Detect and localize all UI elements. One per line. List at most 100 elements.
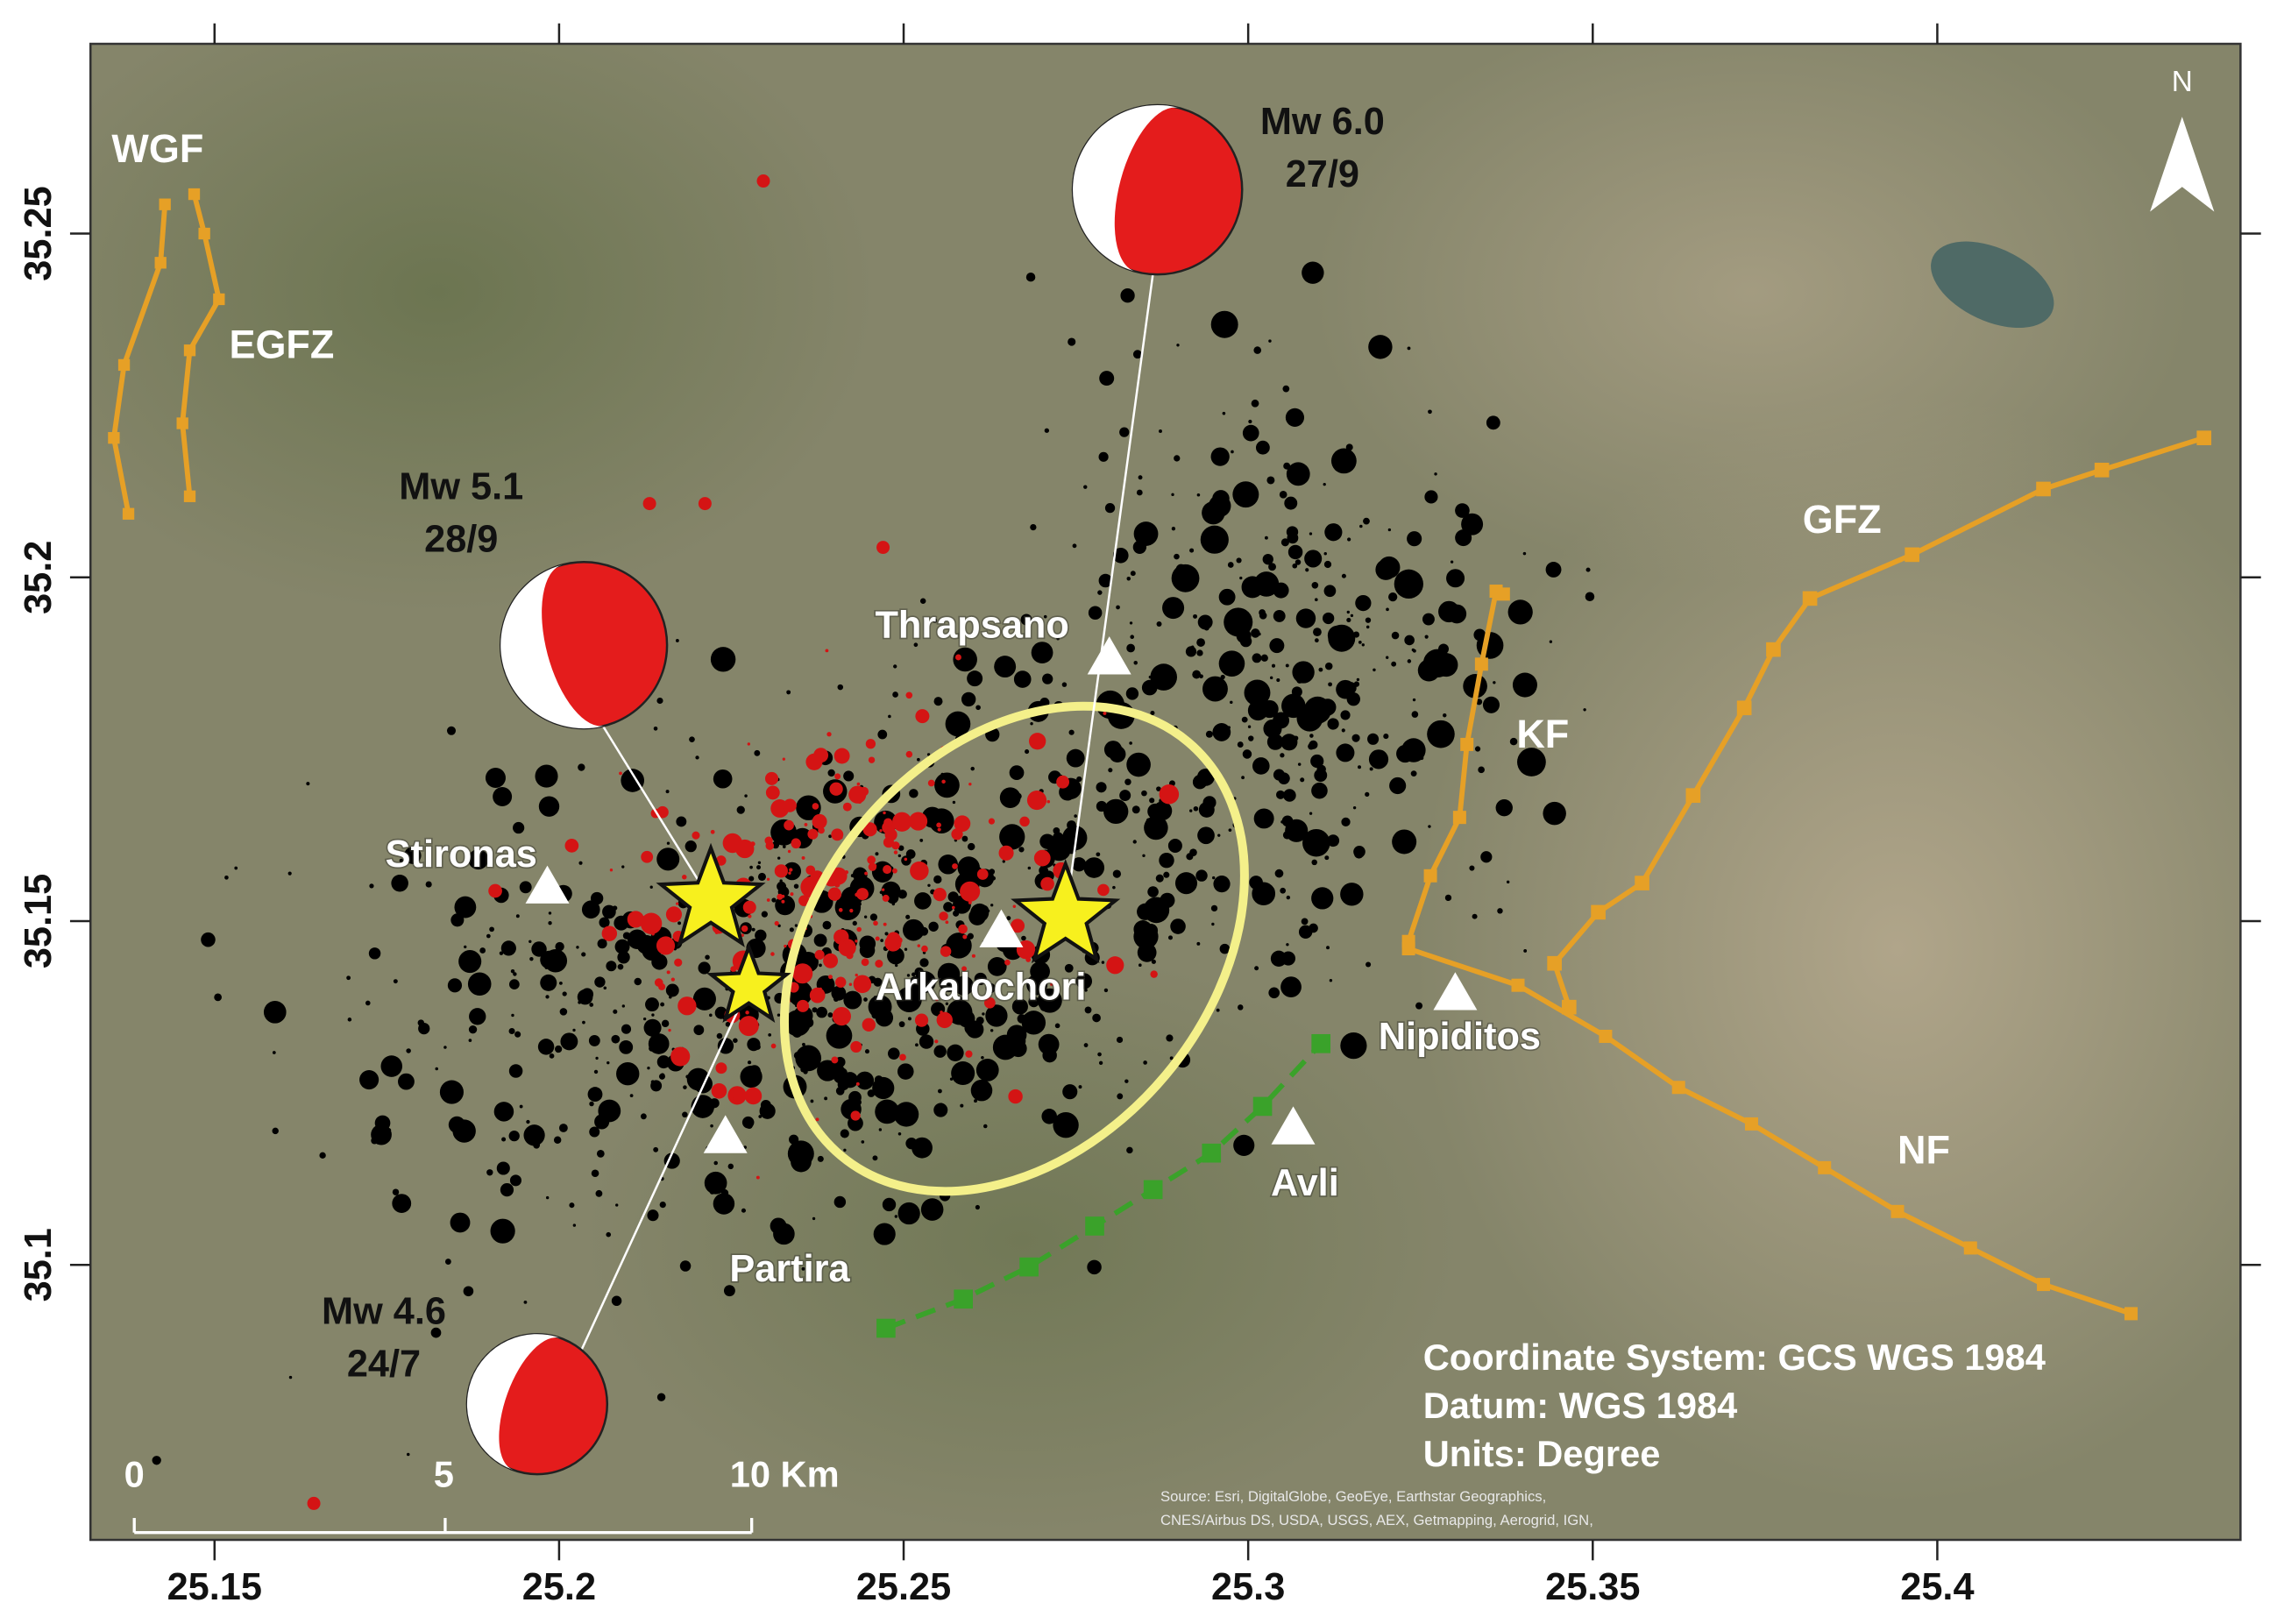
- epicenter: [1208, 731, 1213, 736]
- epicenter: [692, 831, 700, 840]
- epicenter: [1424, 635, 1429, 639]
- epicenter: [812, 1216, 816, 1221]
- epicenter: [1176, 344, 1180, 347]
- epicenter: [774, 920, 779, 926]
- epicenter: [985, 982, 996, 994]
- epicenter: [792, 963, 813, 984]
- epicenter: [1450, 560, 1454, 564]
- epicenter: [576, 946, 579, 949]
- epicenter: [1346, 691, 1360, 706]
- epicenter: [1300, 777, 1305, 783]
- x-tick-label: 25.3: [1211, 1566, 1285, 1608]
- epicenter: [834, 894, 862, 920]
- epicenter: [1189, 548, 1195, 553]
- epicenter: [983, 996, 996, 1009]
- epicenter: [914, 967, 925, 977]
- epicenter: [1210, 447, 1230, 466]
- epicenter: [593, 1069, 599, 1074]
- epicenter: [794, 924, 798, 927]
- epicenter: [1292, 661, 1315, 684]
- epicenter: [856, 782, 861, 786]
- x-tick-label: 25.25: [856, 1566, 951, 1608]
- epicenter: [511, 1013, 514, 1018]
- epicenter: [1199, 674, 1203, 679]
- epicenter: [468, 1039, 472, 1042]
- epicenter: [774, 864, 788, 878]
- epicenter: [1361, 643, 1365, 647]
- epicenter: [957, 1010, 975, 1028]
- epicenter: [1133, 521, 1159, 546]
- epicenter: [813, 933, 827, 947]
- fault-tick: [1474, 657, 1488, 671]
- epicenter: [1266, 476, 1275, 485]
- epicenter: [1326, 946, 1330, 950]
- epicenter: [1391, 661, 1397, 667]
- village-marker: [1433, 972, 1478, 1011]
- epicenter: [1301, 918, 1309, 925]
- epicenter: [824, 1096, 828, 1101]
- epicenter: [1253, 808, 1274, 829]
- epicenter: [1170, 918, 1186, 934]
- magnitude-label: Mw 5.1: [399, 465, 523, 507]
- epicenter: [603, 986, 607, 990]
- epicenter: [698, 961, 711, 975]
- epicenter: [1126, 576, 1131, 581]
- epicenter: [1193, 805, 1199, 812]
- epicenter: [919, 1034, 934, 1049]
- epicenter: [1283, 462, 1291, 470]
- epicenter: [1149, 798, 1155, 804]
- epicenter: [1411, 648, 1415, 652]
- epicenter: [1159, 852, 1174, 869]
- epicenter: [581, 900, 600, 919]
- epicenter: [1167, 935, 1174, 940]
- epicenter: [968, 900, 972, 904]
- epicenter: [1268, 563, 1273, 566]
- epicenter: [951, 905, 955, 910]
- scale-bar-label: 10 Km: [730, 1453, 840, 1494]
- epicenter: [548, 921, 552, 925]
- epicenter: [1469, 865, 1475, 871]
- epicenter: [543, 949, 568, 973]
- epicenter: [1029, 733, 1046, 750]
- epicenter: [1323, 551, 1327, 556]
- epicenter: [1280, 951, 1296, 966]
- epicenter: [1236, 557, 1242, 564]
- fault-tick: [108, 432, 120, 444]
- epicenter: [770, 1043, 777, 1049]
- epicenter: [1353, 848, 1365, 859]
- epicenter: [987, 957, 1007, 976]
- epicenter: [1358, 765, 1362, 769]
- epicenter: [1150, 711, 1155, 716]
- epicenter: [915, 1043, 919, 1047]
- date-label: 28/9: [424, 518, 498, 560]
- epicenter: [867, 1089, 876, 1097]
- epicenter: [656, 697, 663, 705]
- epicenter: [660, 1002, 665, 1007]
- epicenter: [761, 911, 768, 918]
- epicenter: [1256, 440, 1270, 455]
- epicenter: [1507, 599, 1533, 625]
- epicenter: [670, 1046, 691, 1067]
- epicenter: [1218, 650, 1245, 677]
- epicenter: [893, 664, 897, 669]
- epicenter: [742, 900, 756, 914]
- epicenter: [1252, 757, 1270, 775]
- fault-tick: [188, 188, 201, 201]
- epicenter: [430, 1327, 442, 1338]
- epicenter: [1254, 966, 1259, 971]
- epicenter: [1031, 642, 1053, 663]
- epicenter: [1373, 668, 1376, 672]
- epicenter: [1340, 1032, 1367, 1060]
- epicenter: [1583, 708, 1586, 712]
- epicenter: [365, 1000, 371, 1006]
- epicenter: [1064, 963, 1074, 973]
- epicenter: [611, 1034, 621, 1044]
- epicenter: [962, 934, 968, 940]
- epicenter: [1056, 775, 1070, 789]
- epicenter: [698, 497, 712, 511]
- epicenter: [1211, 922, 1215, 926]
- fault-tick: [213, 293, 225, 306]
- epicenter: [990, 1029, 994, 1032]
- fault-tick: [154, 257, 167, 269]
- y-tick-label: 35.25: [18, 186, 60, 280]
